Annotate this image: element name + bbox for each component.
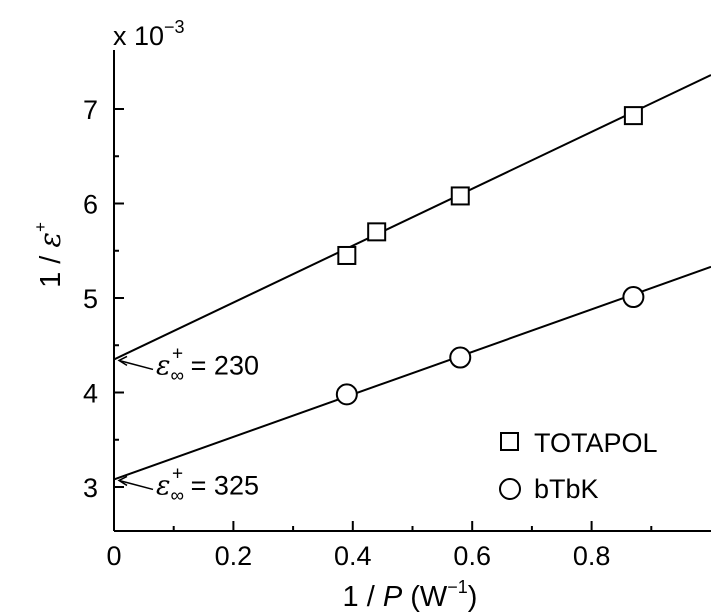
annotation-subscript: ∞ [171,365,185,386]
y-tick-label: 4 [83,379,98,409]
x-axis-label-close: ) [468,581,478,613]
legend-label-btbk: bTbK [534,474,599,504]
y-tick-label: 3 [83,473,98,503]
annotation-symbol: ε [156,470,171,501]
x-axis-label-unit-exp: −1 [447,577,468,597]
annotation-superscript: + [172,463,183,484]
annotation-arrow-line [118,479,154,491]
y-axis-label-var: ε [33,232,67,248]
x-axis-label: 1 / P (W−1) [343,577,478,613]
data-point-btbk [622,286,645,309]
annotation-label: ε∞+ = 230 [156,343,259,386]
x-tick-label: 0.6 [453,541,491,571]
legend: TOTAPOL bTbK [499,428,658,504]
annotation-value: = 325 [183,470,259,500]
data-point-totapol [337,245,357,265]
annotation-superscript: + [172,343,183,364]
data-point-btbk [335,383,358,406]
x-ticks: 0 0.2 0.4 0.6 0.8 [106,521,653,571]
fit-line-btbk [114,265,711,481]
x-tick-label: 0.4 [334,541,372,571]
annotation-arrowhead [117,475,128,487]
annotation-value: = 230 [183,350,259,380]
data-point-totapol [623,106,643,126]
y-scale-multiplier: x 10−3 [113,17,185,51]
annotation-arrowhead [117,355,128,367]
annotation-subscript: ∞ [171,485,185,506]
x-axis-label-unit: (W [402,581,448,613]
y-tick-label: 7 [83,95,98,125]
data-point-totapol [367,222,387,242]
y-scale-exponent: −3 [164,17,185,37]
y-tick-label: 6 [83,190,98,220]
legend-marker-totapol [500,432,519,451]
x-tick-label: 0.8 [573,541,611,571]
legend-marker-btbk [499,478,521,500]
markers [335,106,645,406]
y-scale-base: x 10 [113,21,164,51]
fit-lines [114,74,711,481]
legend-label-totapol: TOTAPOL [534,428,658,458]
annotation-arrow-line [118,359,154,371]
y-axis-label-sup: + [31,222,50,232]
data-point-totapol [450,186,470,206]
data-point-btbk [449,346,472,369]
y-tick-label: 5 [83,284,98,314]
x-tick-label: 0.2 [215,541,253,571]
x-tick-label: 0 [106,541,121,571]
y-axis-label: 1 / ε+ [31,222,67,288]
x-axis-label-prefix: 1 / [343,581,383,613]
fit-line-totapol [114,74,711,361]
annotation-label: ε∞+ = 325 [156,463,259,506]
y-ticks: 3 4 5 6 7 [83,95,124,503]
x-axis-label-var: P [383,581,403,613]
annotation-symbol: ε [156,350,171,381]
y-axis-label-prefix: 1 / [35,248,67,288]
